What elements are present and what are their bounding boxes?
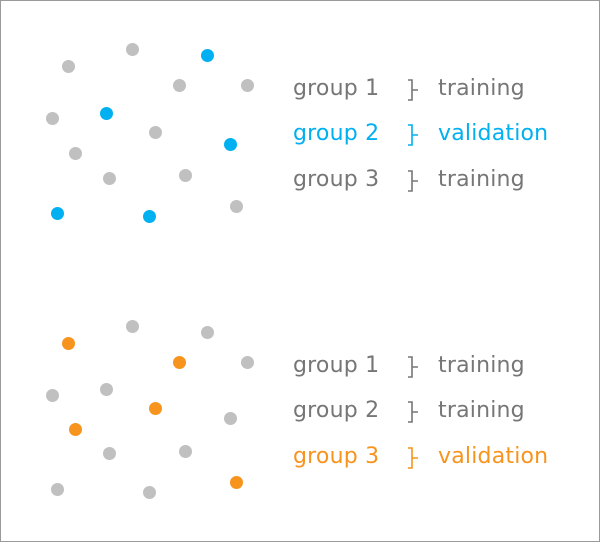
data-point [126,43,139,56]
group-label: group 2 [293,121,380,146]
data-point [224,412,237,425]
role-label: training [438,167,525,192]
data-point [103,172,116,185]
data-point [46,112,59,125]
validation-data-point [230,476,243,489]
validation-data-point [69,423,82,436]
group-label: group 1 [293,76,380,101]
data-point [51,483,64,496]
validation-data-point [62,337,75,350]
role-label: training [438,76,525,101]
brace-icon [407,401,419,423]
data-point [100,383,113,396]
group-label: group 2 [293,398,380,423]
data-point [103,447,116,460]
group-label: group 3 [293,444,380,469]
group-label: group 3 [293,167,380,192]
validation-data-point [224,138,237,151]
validation-data-point [100,107,113,120]
role-label: training [438,398,525,423]
data-point [143,486,156,499]
brace-icon [407,124,419,146]
data-point [173,79,186,92]
role-label: training [438,353,525,378]
data-point [179,445,192,458]
data-point [69,147,82,160]
data-point [241,79,254,92]
data-point [179,169,192,182]
brace-icon [407,170,419,192]
brace-icon [407,356,419,378]
data-point [149,126,162,139]
validation-data-point [51,207,64,220]
role-label: validation [438,444,549,469]
validation-data-point [143,210,156,223]
data-point [201,326,214,339]
data-point [62,60,75,73]
group-label: group 1 [293,353,380,378]
validation-data-point [149,402,162,415]
data-point [46,389,59,402]
data-point [241,356,254,369]
data-point [126,320,139,333]
role-label: validation [438,121,549,146]
data-point [230,200,243,213]
brace-icon [407,79,419,101]
validation-data-point [201,49,214,62]
validation-data-point [173,356,186,369]
brace-icon [407,447,419,469]
